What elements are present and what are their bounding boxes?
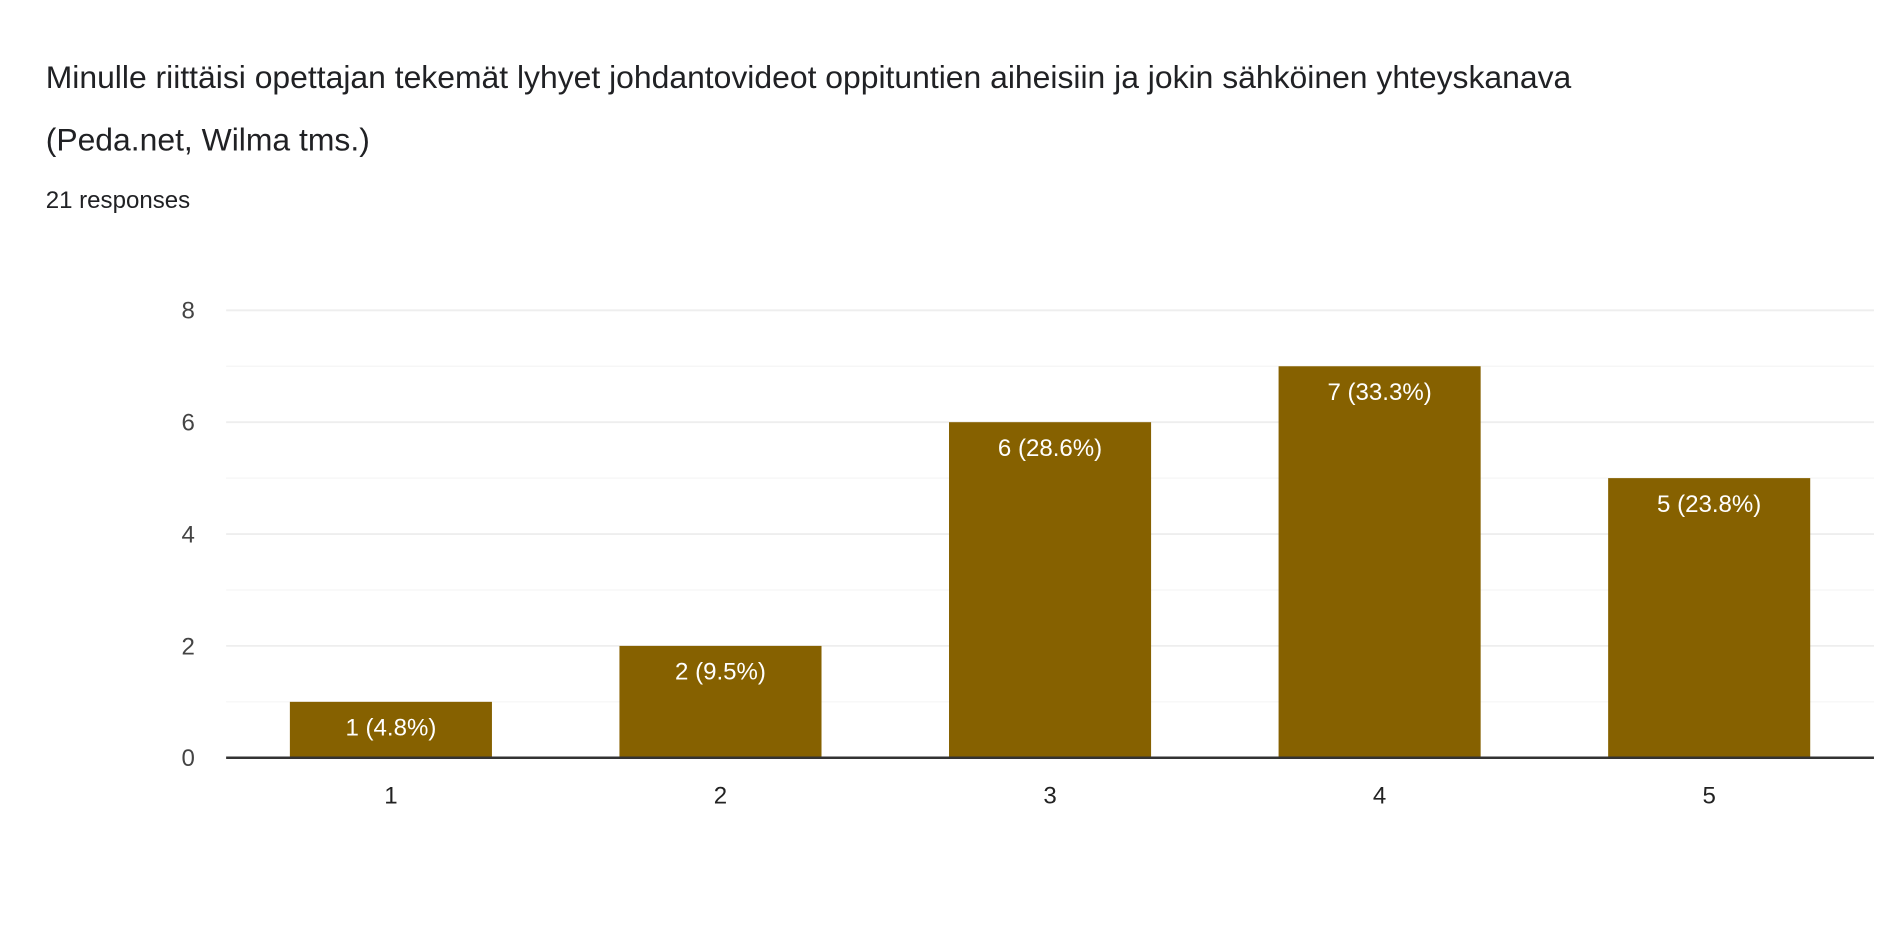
bar [619,645,822,758]
response-count: 21 responses [45,187,191,215]
x-tick-label: 5 [1702,782,1715,809]
bar-data-label: 7 (33.3%) [1327,379,1431,406]
bar [949,422,1152,758]
x-tick-label: 1 [384,782,397,809]
x-tick-label: 4 [1373,782,1386,809]
y-tick-label: 0 [181,745,194,772]
bar-data-label: 1 (4.8%) [345,715,436,742]
bar [1608,478,1811,758]
bar-data-label: 5 (23.8%) [1657,491,1761,518]
bar [1278,366,1481,758]
y-tick-label: 4 [181,521,194,548]
x-tick-label: 3 [1043,782,1056,809]
question-title: Minulle riittäisi opettajan tekemät lyhy… [45,58,1572,158]
y-tick-label: 2 [181,633,194,660]
y-tick-label: 8 [181,298,194,325]
bar-data-label: 6 (28.6%) [998,435,1102,462]
bar [289,701,492,758]
bar-data-label: 2 (9.5%) [675,659,766,686]
x-tick-label: 2 [714,782,727,809]
y-tick-label: 6 [181,410,194,437]
